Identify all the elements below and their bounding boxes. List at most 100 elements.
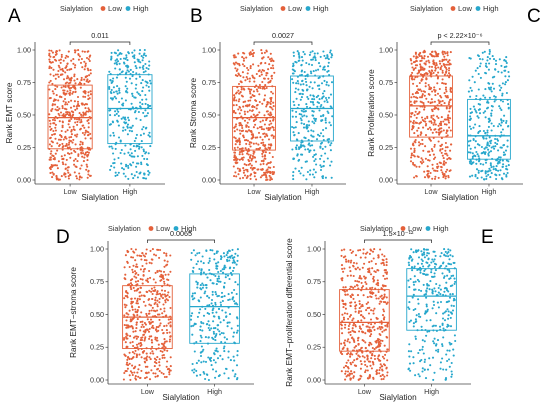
data-point (423, 360, 426, 364)
data-point (156, 299, 159, 302)
data-point (261, 152, 264, 155)
data-point (478, 57, 482, 61)
data-point (240, 150, 243, 153)
data-point (74, 165, 77, 168)
data-point (349, 355, 352, 358)
data-point (48, 166, 51, 170)
data-point (311, 144, 314, 147)
data-point (268, 174, 271, 177)
data-point (340, 327, 343, 330)
data-point (421, 253, 424, 256)
data-point (148, 312, 151, 315)
data-point (315, 138, 319, 141)
data-point (199, 308, 202, 311)
data-point (374, 287, 377, 290)
data-point (385, 296, 388, 299)
data-point (411, 125, 414, 128)
data-point (251, 157, 254, 160)
data-point (340, 277, 343, 280)
data-point (136, 176, 139, 179)
data-point (351, 293, 354, 296)
data-point (148, 337, 151, 340)
data-point (257, 86, 260, 89)
box-low (339, 289, 390, 352)
data-point (353, 371, 356, 374)
data-point (431, 167, 434, 170)
data-point (471, 152, 474, 155)
data-point (64, 66, 67, 69)
data-point (58, 66, 61, 69)
data-point (148, 327, 151, 330)
data-point (126, 126, 129, 129)
data-point (224, 311, 227, 314)
data-point (156, 313, 160, 316)
data-point (235, 99, 238, 102)
data-point (242, 51, 245, 54)
data-point (431, 307, 434, 310)
panel-letter: C (527, 6, 541, 27)
data-point (313, 52, 316, 55)
data-point (484, 110, 487, 113)
data-point (141, 278, 144, 281)
data-point (126, 356, 130, 359)
data-point (443, 92, 446, 95)
data-point (413, 101, 416, 104)
data-point (153, 289, 156, 293)
data-point (497, 160, 500, 164)
data-point (423, 49, 426, 52)
data-point (123, 117, 126, 120)
data-point (441, 154, 444, 157)
data-point (374, 262, 377, 265)
data-point (349, 294, 352, 298)
data-point (451, 284, 454, 287)
data-point (382, 377, 385, 381)
data-point (208, 296, 211, 299)
data-point (265, 71, 268, 75)
data-point (122, 172, 125, 175)
data-point (267, 56, 270, 59)
data-point (361, 339, 364, 342)
data-point (223, 372, 226, 375)
data-point (441, 78, 444, 81)
data-point (131, 300, 135, 303)
data-point (79, 86, 82, 89)
data-point (51, 104, 54, 107)
data-point (246, 110, 249, 113)
data-point (413, 265, 416, 268)
data-point (234, 171, 237, 174)
data-point (440, 264, 443, 267)
data-point (499, 89, 502, 92)
data-point (320, 82, 324, 85)
data-point (231, 369, 234, 372)
data-point (148, 378, 152, 381)
data-point (248, 155, 252, 159)
data-point (423, 106, 426, 109)
data-point (488, 50, 491, 53)
data-point (235, 292, 238, 296)
data-point (225, 254, 228, 257)
data-point (413, 114, 416, 117)
data-point (425, 305, 428, 308)
data-point (211, 282, 214, 285)
data-point (267, 162, 270, 165)
data-point (427, 252, 430, 255)
data-point (268, 151, 271, 155)
data-point (209, 279, 212, 282)
data-point (310, 58, 313, 61)
data-point (373, 354, 376, 357)
data-point (467, 90, 470, 93)
data-point (144, 177, 148, 180)
data-point (303, 53, 306, 56)
data-point (484, 64, 487, 68)
data-point (204, 284, 207, 287)
data-point (367, 330, 370, 333)
data-point (379, 248, 382, 251)
data-point (319, 142, 323, 145)
data-point (431, 292, 434, 295)
data-point (372, 363, 375, 366)
data-point (477, 160, 481, 163)
box-high (189, 273, 240, 344)
data-point (265, 163, 268, 166)
legend-title: Sialylation (108, 224, 141, 233)
data-point (74, 121, 77, 124)
